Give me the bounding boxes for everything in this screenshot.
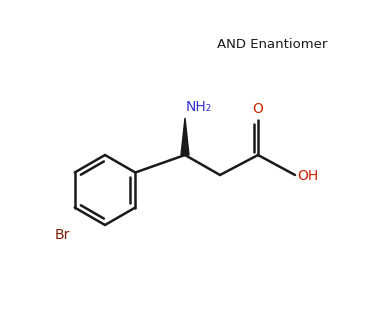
Text: NH₂: NH₂ [186, 100, 212, 114]
Text: OH: OH [297, 169, 318, 183]
Text: AND Enantiomer: AND Enantiomer [217, 38, 327, 51]
Text: Br: Br [55, 228, 70, 242]
Polygon shape [181, 118, 189, 155]
Text: O: O [252, 102, 263, 116]
